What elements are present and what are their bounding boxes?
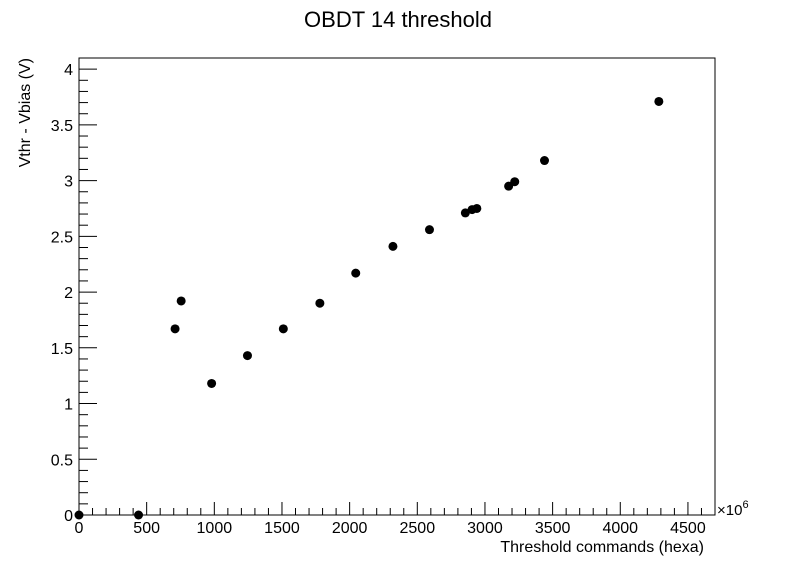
chart-title: OBDT 14 threshold	[304, 7, 492, 32]
x-axis-exponent: ×106	[717, 499, 749, 519]
plot-frame	[78, 57, 716, 516]
tick-labels: 0 500 1000 1500 2000 2500 3000 3500 4000 4500 0 0.5…	[51, 62, 706, 537]
x-tick-label: 3000	[467, 520, 503, 537]
y-tick-label: 3.5	[51, 118, 73, 135]
data-point	[207, 378, 217, 388]
data-point	[278, 324, 288, 334]
x-axis-label: Threshold commands (hexa)	[500, 539, 704, 556]
x-tick-label: 4500	[670, 520, 706, 537]
data-point	[242, 351, 252, 361]
axis-ticks	[78, 57, 716, 516]
x-tick-label: 0	[75, 520, 84, 537]
data-point	[315, 298, 325, 308]
data-point	[351, 268, 361, 278]
data-point	[539, 156, 549, 166]
data-point	[424, 225, 434, 235]
y-tick-label: 2.5	[51, 229, 73, 246]
x-axis-exponent-base: ×10	[717, 502, 742, 519]
y-tick-label: 0.5	[51, 452, 73, 469]
data-point	[460, 208, 470, 218]
data-point	[388, 241, 398, 251]
data-point	[176, 296, 186, 306]
y-tick-label: 1	[64, 397, 73, 414]
y-tick-label: 4	[64, 62, 73, 79]
data-point	[170, 324, 180, 334]
x-tick-label: 500	[133, 520, 160, 537]
x-tick-label: 2000	[332, 520, 368, 537]
data-points	[74, 96, 664, 520]
y-tick-label: 1.5	[51, 341, 73, 358]
data-point	[472, 203, 482, 213]
data-point	[510, 177, 520, 187]
y-tick-label: 3	[64, 174, 73, 191]
y-axis-label: Vthr - Vbias (V)	[17, 58, 34, 167]
data-point	[74, 510, 84, 520]
x-axis-exponent-power: 6	[742, 499, 748, 511]
x-tick-label: 3500	[535, 520, 571, 537]
x-tick-label: 1500	[264, 520, 300, 537]
y-tick-label: 0	[64, 508, 73, 525]
x-tick-label: 2500	[400, 520, 436, 537]
data-point	[654, 96, 664, 106]
x-tick-label: 1000	[197, 520, 233, 537]
y-tick-label: 2	[64, 285, 73, 302]
data-point	[134, 510, 144, 520]
x-tick-label: 4000	[602, 520, 638, 537]
